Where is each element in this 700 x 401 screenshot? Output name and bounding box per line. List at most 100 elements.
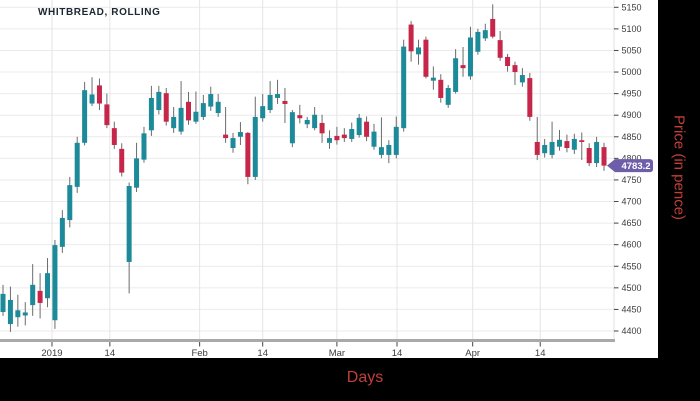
candle[interactable] [275,79,281,104]
candle[interactable] [557,129,562,151]
candle[interactable] [393,116,399,159]
candle[interactable] [341,128,347,142]
candle[interactable] [74,136,80,193]
candle[interactable] [601,142,607,171]
candle[interactable] [237,122,243,145]
candle[interactable] [475,28,481,55]
candle[interactable] [579,132,585,161]
candle[interactable] [594,136,600,167]
candle[interactable] [0,284,6,316]
candle[interactable] [416,39,422,65]
candle[interactable] [230,132,236,153]
candle[interactable] [378,117,384,159]
candle[interactable] [59,210,65,253]
candle[interactable] [401,39,407,132]
y-tick-label: 5050 [622,45,642,55]
candle[interactable] [223,106,229,143]
candle[interactable] [319,114,325,143]
candles-series [0,4,607,332]
candle[interactable] [141,126,147,163]
x-tick-label: 14 [257,348,268,358]
candle[interactable] [364,116,370,142]
candle[interactable] [304,116,310,129]
candlestick-chart[interactable]: 2019 14 Feb 14 Mar 14 Apr 14 4400 4450 4500 4550 460… [0,0,658,359]
candle[interactable] [453,49,459,94]
candle[interactable] [571,133,577,155]
candle[interactable] [467,26,473,80]
candle[interactable] [15,294,21,327]
candle[interactable] [549,121,555,159]
candle[interactable] [89,77,95,107]
candle[interactable] [245,132,251,185]
candle[interactable] [7,286,13,332]
candle[interactable] [534,116,540,161]
candle[interactable] [67,176,73,228]
candle[interactable] [519,68,525,87]
candle[interactable] [163,88,169,126]
candle[interactable] [208,86,214,111]
candle[interactable] [119,143,125,177]
candle[interactable] [260,94,266,122]
candle[interactable] [52,239,58,329]
x-tick-label: 14 [535,348,546,358]
candle[interactable] [312,106,318,131]
candle[interactable] [386,140,392,164]
y-tick-label: 4600 [622,240,642,250]
candle[interactable] [289,110,295,148]
candle[interactable] [505,53,511,72]
x-tick-label: Feb [191,348,207,358]
y-tick-label: 4700 [622,197,642,207]
candle[interactable] [104,93,110,129]
candle[interactable] [30,264,36,316]
candle[interactable] [37,273,43,319]
candle[interactable] [564,134,570,153]
y-tick-label: 4450 [622,304,642,314]
candle[interactable] [542,138,548,158]
candle[interactable] [349,122,355,142]
candle[interactable] [96,78,102,111]
y-tick-label: 4650 [622,218,642,228]
x-tick-label: 2019 [41,348,62,358]
y-tick-label: 5100 [622,24,642,34]
y-tick-label: 4400 [622,326,642,336]
candle[interactable] [200,94,206,120]
candle[interactable] [186,91,191,125]
y-tick-label: 4500 [622,283,642,293]
candle[interactable] [430,66,436,90]
candle[interactable] [445,84,451,108]
candle[interactable] [282,88,288,123]
candle[interactable] [252,96,258,180]
candle[interactable] [297,104,303,124]
candle[interactable] [334,126,340,145]
candle[interactable] [482,23,488,41]
candle[interactable] [178,81,184,135]
candle[interactable] [148,85,154,136]
candle[interactable] [512,61,518,85]
candle[interactable] [527,72,533,121]
candle[interactable] [586,143,592,167]
y-axis-title-band: Price (in pence) [658,0,700,358]
candle[interactable] [267,81,273,114]
candle[interactable] [111,121,117,149]
candle[interactable] [371,123,377,150]
candle[interactable] [490,4,496,39]
candle[interactable] [126,182,132,294]
candle[interactable] [156,85,162,115]
candle[interactable] [326,130,332,149]
candle[interactable] [438,74,444,103]
candle[interactable] [423,36,429,79]
candle[interactable] [82,81,88,146]
candle[interactable] [22,302,28,326]
x-tick-label: 14 [105,348,116,358]
candle[interactable] [356,113,362,138]
candle[interactable] [215,94,221,117]
candle[interactable] [134,142,140,193]
candle[interactable] [193,91,199,124]
candle[interactable] [408,21,414,62]
candle[interactable] [171,106,177,133]
candle[interactable] [460,47,466,77]
candle[interactable] [497,31,503,61]
y-axis-title: Price (in pence) [670,115,688,221]
candle[interactable] [45,258,51,308]
